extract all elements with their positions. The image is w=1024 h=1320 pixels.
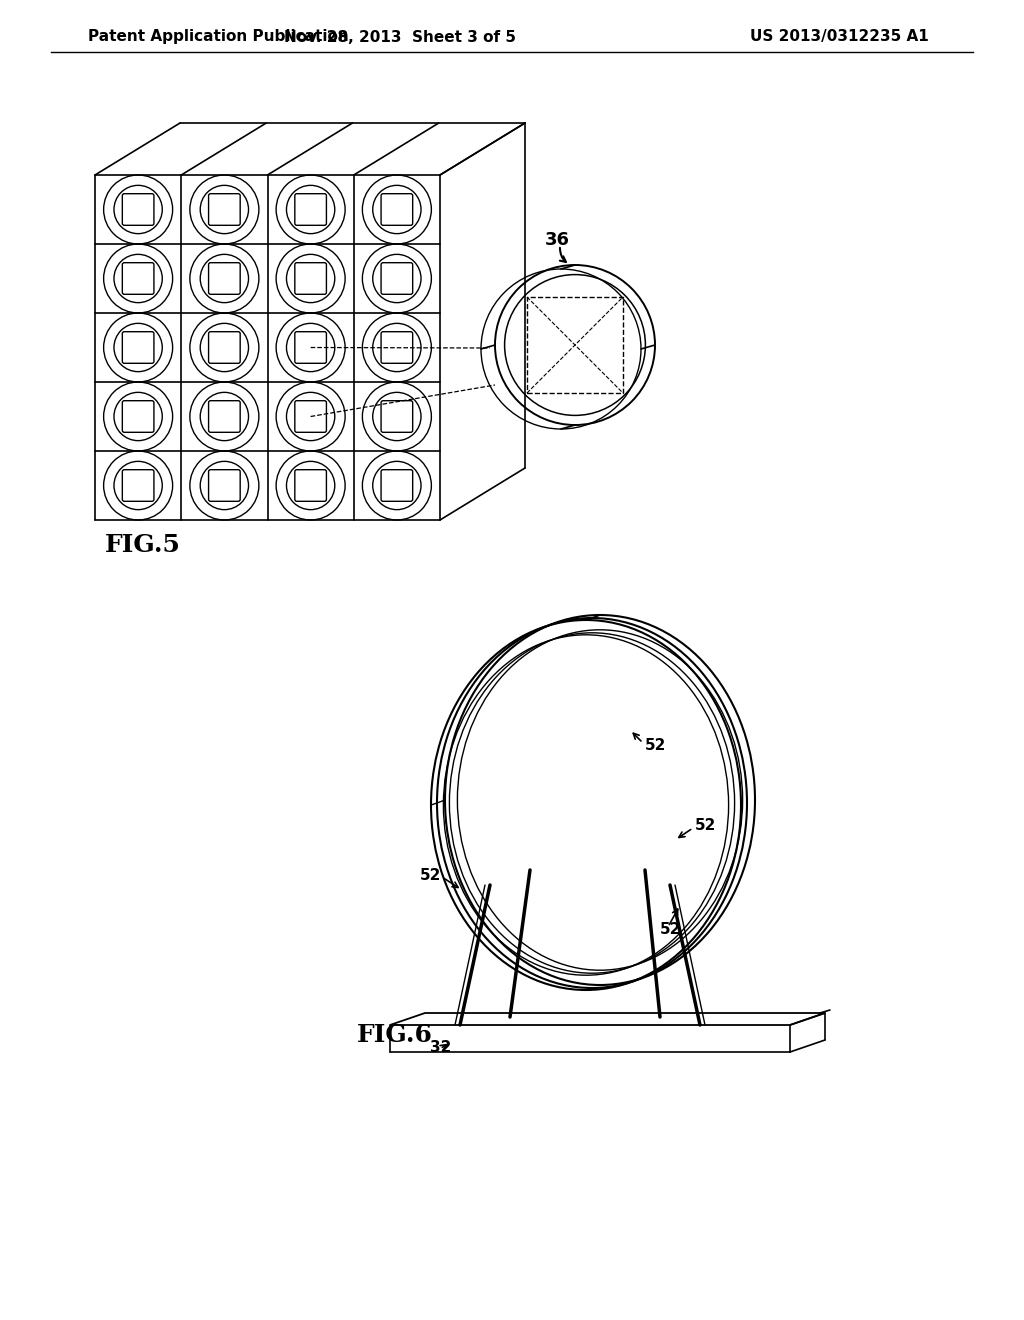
Text: 52: 52 bbox=[645, 738, 667, 752]
Text: Patent Application Publication: Patent Application Publication bbox=[88, 29, 349, 45]
Text: FIG.5: FIG.5 bbox=[105, 533, 181, 557]
Text: 52: 52 bbox=[695, 817, 717, 833]
Text: 36: 36 bbox=[545, 231, 570, 249]
Text: 52: 52 bbox=[660, 923, 681, 937]
Text: FIG.6: FIG.6 bbox=[357, 1023, 433, 1047]
Text: Nov. 28, 2013  Sheet 3 of 5: Nov. 28, 2013 Sheet 3 of 5 bbox=[284, 29, 516, 45]
Text: 52: 52 bbox=[420, 867, 441, 883]
Text: 32: 32 bbox=[430, 1040, 452, 1056]
Text: US 2013/0312235 A1: US 2013/0312235 A1 bbox=[750, 29, 929, 45]
